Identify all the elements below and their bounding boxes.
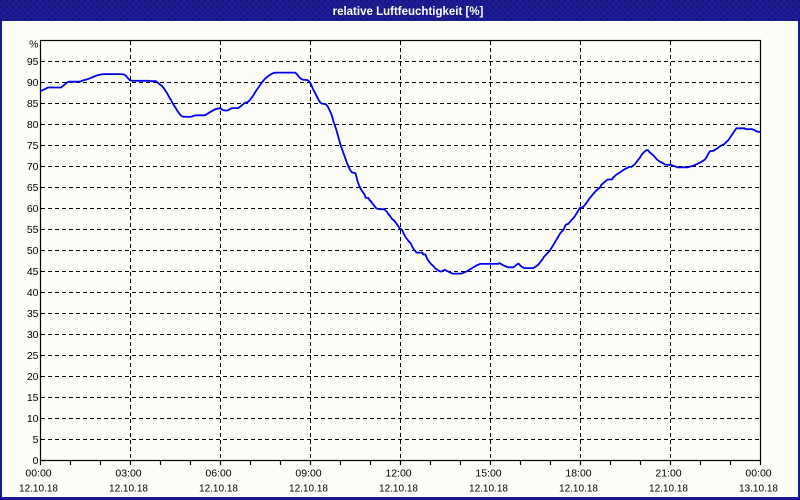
svg-text:25: 25 (27, 350, 39, 362)
svg-text:95: 95 (27, 56, 39, 68)
svg-text:13.10.18: 13.10.18 (739, 484, 778, 495)
svg-text:55: 55 (27, 224, 39, 236)
svg-text:70: 70 (27, 161, 39, 173)
svg-text:12.10.18: 12.10.18 (109, 484, 148, 495)
svg-text:03:00: 03:00 (115, 468, 141, 480)
svg-text:0: 0 (33, 455, 39, 467)
svg-text:5: 5 (33, 434, 39, 446)
svg-text:45: 45 (27, 266, 39, 278)
svg-text:30: 30 (27, 329, 39, 341)
svg-text:85: 85 (27, 98, 39, 110)
svg-text:12.10.18: 12.10.18 (469, 484, 508, 495)
svg-text:12.10.18: 12.10.18 (289, 484, 328, 495)
svg-text:15:00: 15:00 (475, 468, 501, 480)
svg-text:12:00: 12:00 (385, 468, 411, 480)
svg-text:75: 75 (27, 140, 39, 152)
svg-text:00:00: 00:00 (25, 468, 51, 480)
svg-text:12.10.18: 12.10.18 (19, 484, 58, 495)
svg-text:10: 10 (27, 413, 39, 425)
svg-text:12.10.18: 12.10.18 (199, 484, 238, 495)
svg-text:18:00: 18:00 (565, 468, 591, 480)
svg-text:12.10.18: 12.10.18 (379, 484, 418, 495)
svg-text:06:00: 06:00 (205, 468, 231, 480)
svg-text:00:00: 00:00 (745, 468, 771, 480)
svg-text:40: 40 (27, 287, 39, 299)
svg-text:15: 15 (27, 392, 39, 404)
svg-text:relative Luftfeuchtigkeit [%]: relative Luftfeuchtigkeit [%] (333, 6, 484, 18)
svg-text:%: % (29, 39, 38, 51)
svg-text:80: 80 (27, 119, 39, 131)
svg-text:20: 20 (27, 371, 39, 383)
svg-text:60: 60 (27, 203, 39, 215)
svg-text:12.10.18: 12.10.18 (559, 484, 598, 495)
svg-text:50: 50 (27, 245, 39, 257)
svg-text:12.10.18: 12.10.18 (649, 484, 688, 495)
svg-text:21:00: 21:00 (655, 468, 681, 480)
svg-text:09:00: 09:00 (295, 468, 321, 480)
svg-text:65: 65 (27, 182, 39, 194)
svg-text:90: 90 (27, 77, 39, 89)
svg-text:35: 35 (27, 308, 39, 320)
